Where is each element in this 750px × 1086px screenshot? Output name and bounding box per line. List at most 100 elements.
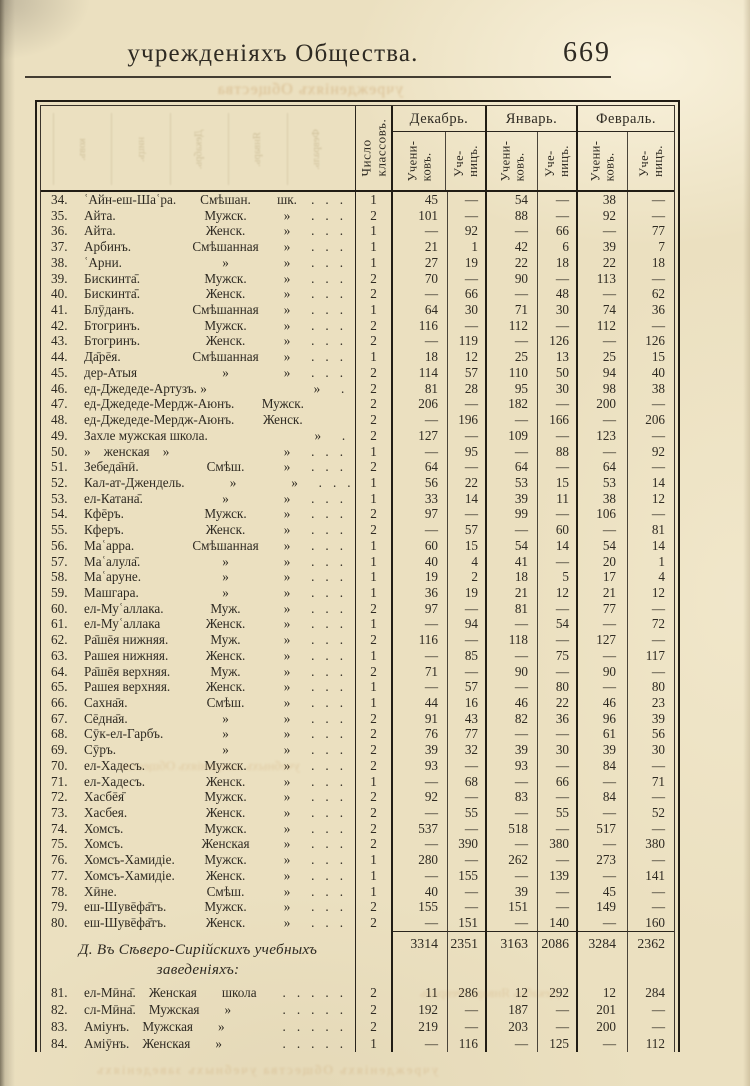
february-male-count: 92 [576, 207, 627, 224]
school-name: ел-Хадесъ. [84, 757, 146, 773]
row-number: 58. [51, 569, 68, 585]
school-type: Женск. [205, 286, 246, 302]
january-female-count: 50 [537, 364, 576, 381]
january-male-count: 518 [485, 820, 537, 837]
february-female-count: 12 [627, 490, 674, 507]
december-male-count: 206 [418, 396, 438, 412]
school-type: Мужск. [204, 820, 247, 836]
month-label-december: Декабрь. [393, 106, 485, 132]
school-name: Бтогринъ. [84, 333, 140, 349]
february-female-count: 7 [627, 239, 674, 255]
school-name: Аміӯнъ. [84, 1036, 130, 1052]
february-male-count: — [576, 773, 627, 790]
february-female-count: 15 [627, 349, 674, 365]
january-male-count: 46 [485, 695, 537, 711]
leader-dots: ... [311, 522, 354, 538]
december-male-count: 97 [424, 506, 438, 522]
december-female-count: 57 [447, 522, 485, 538]
row-number: 36. [51, 223, 68, 239]
ditto-mark: » [283, 254, 291, 270]
leader-dots: ... [311, 915, 354, 931]
ditto-mark: » [283, 663, 291, 679]
school-name-cell: 72. Хасбēя̄ Мужск. » ... [41, 789, 355, 805]
row-number: 80. [51, 915, 68, 931]
february-female-count: 4 [627, 569, 674, 585]
table-row: 75. Хомсъ. Женская » ... 2 — 390 — 380 —… [41, 836, 674, 853]
december-male-count: 36 [424, 584, 438, 600]
leader-dots: ..... [282, 984, 354, 1000]
ditto-mark: » [283, 726, 291, 742]
ditto-mark: шк. [277, 192, 297, 207]
school-type: Смѣш. [206, 695, 245, 710]
february-female-count: — [627, 396, 674, 413]
school-name: ел-Мӣна̄. [84, 984, 136, 1000]
school-type: Женск. [205, 679, 246, 695]
december-female-count: — [447, 270, 485, 287]
table-row: 81. ел-Мӣна̄. Женская школа ..... 2 11 2… [41, 983, 674, 1001]
february-male-count: 38 [576, 192, 627, 208]
leader-dots: ... [311, 773, 354, 789]
february-male-count: 39 [576, 742, 627, 758]
january-column-group: Январь. Учени-ковъ. Уче-ницъ. [485, 106, 576, 190]
february-male-count: 61 [576, 726, 627, 743]
january-male-count: 88 [485, 207, 537, 224]
december-male-count: 71 [424, 663, 438, 679]
school-statistics-table: Февраль. Январь. Декабрь. ницъ. ковъ. Чи… [35, 100, 680, 1052]
school-name-cell: 68. Сӯк-ел-Гарбъ. » » ... [41, 726, 355, 742]
leader-dots: ... [311, 254, 354, 270]
school-name: Маʿаруне. [84, 569, 142, 585]
school-name: ед-Джедеде-Артузъ. » [84, 380, 207, 396]
classes-count: 2 [355, 726, 393, 743]
table-row: 78. Хӣне. Смѣш. » ... 1 40 — 39 — 45 — [41, 883, 674, 900]
january-male-count: 21 [485, 584, 537, 601]
school-name: Хомсъ-Хамидіе. [84, 852, 175, 868]
january-female-count: 292 [537, 983, 576, 1001]
table-inner-border: Февраль. Январь. Декабрь. ницъ. ковъ. Чи… [40, 105, 675, 1052]
leader-dots: ... [340, 380, 355, 396]
ditto-mark: » [291, 474, 298, 490]
december-female-count: 196 [447, 412, 485, 428]
january-male-count: 54 [485, 192, 537, 208]
leader-dots: ... [311, 270, 354, 286]
february-male-count: 64 [576, 459, 627, 475]
december-male-count: 101 [418, 207, 438, 223]
school-name: ел-Муʿаллака [84, 616, 161, 632]
february-female-count: — [627, 663, 674, 680]
february-female-count: — [627, 883, 674, 900]
school-name: Арбинъ. [84, 239, 132, 255]
december-male-count: 40 [424, 883, 438, 899]
january-male-count: — [485, 443, 537, 460]
page-edge-shadow [743, 0, 750, 1086]
leader-dots: ... [318, 474, 351, 490]
december-female-count: 4 [447, 553, 485, 570]
ditto-mark: » [283, 695, 291, 710]
december-male-count: 11 [425, 984, 438, 1000]
school-type: Женская [142, 1036, 191, 1052]
february-male-count: — [576, 805, 627, 821]
school-type: Женск. [205, 223, 246, 239]
ditto-mark: » [283, 647, 291, 663]
ditto-mark: » [283, 632, 291, 648]
january-male-count: 90 [485, 663, 537, 680]
december-female-count: 55 [447, 805, 485, 821]
january-female-count: — [537, 632, 576, 648]
february-female-count: — [627, 600, 674, 617]
ditto-mark: » [283, 805, 291, 821]
school-type: » [222, 726, 229, 742]
january-female-count: 5 [537, 569, 576, 585]
february-male-count: — [576, 412, 627, 428]
table-row: 83. Аміунъ. Мужская » ..... 2 219 — 203 … [41, 1018, 674, 1036]
school-name-cell: 58. Маʿаруне. » » ... [41, 569, 355, 585]
february-male-count: 45 [576, 883, 627, 900]
school-name-cell: 35. Айта. Мужск. » ... [41, 208, 355, 224]
december-female-count: 57 [447, 364, 485, 381]
january-male-count: 93 [485, 757, 537, 774]
leader-dots: ... [311, 757, 354, 773]
classes-count: 2 [355, 915, 393, 931]
school-type: Смѣш. [206, 459, 245, 475]
school-type: Мужская [142, 1019, 193, 1035]
december-female-count: 77 [447, 726, 485, 743]
december-male-count: — [424, 522, 438, 538]
ditto-mark: » [283, 506, 291, 522]
